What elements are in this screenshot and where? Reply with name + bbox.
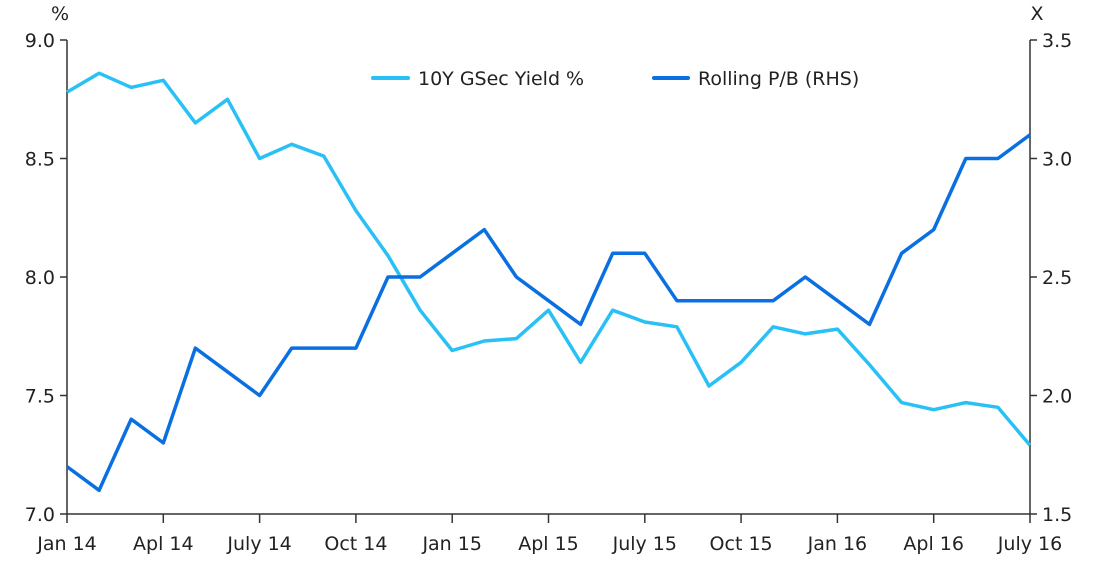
- x-tick-label: Oct 14: [324, 533, 387, 555]
- legend-label-pb: Rolling P/B (RHS): [698, 68, 859, 90]
- right-tick-label: 1.5: [1042, 504, 1072, 526]
- x-tick-label: Jan 14: [36, 533, 97, 555]
- left-axis-unit: %: [51, 3, 69, 25]
- right-tick-label: 2.0: [1042, 386, 1072, 408]
- x-tick-label: Apl 14: [133, 533, 194, 555]
- x-tick-label: Jan 16: [807, 533, 868, 555]
- x-tick-label: July 15: [612, 533, 677, 555]
- legend-label-yield: 10Y GSec Yield %: [418, 68, 584, 90]
- left-tick-label: 8.5: [25, 149, 55, 171]
- left-tick-label: 8.0: [25, 267, 55, 289]
- x-tick-label: Apl 15: [518, 533, 579, 555]
- series-line-rolling-pb: [65, 133, 1032, 493]
- right-tick-label: 3.0: [1042, 149, 1072, 171]
- left-tick-label: 7.0: [25, 504, 55, 526]
- x-tick-label: Jan 15: [421, 533, 482, 555]
- right-axis-unit: X: [1030, 3, 1043, 25]
- right-tick-label: 3.5: [1042, 30, 1072, 52]
- x-tick-label: July 14: [226, 533, 291, 555]
- legend: 10Y GSec Yield % Rolling P/B (RHS): [371, 68, 859, 90]
- right-tick-label: 2.5: [1042, 267, 1072, 289]
- x-tick-label: Apl 16: [903, 533, 964, 555]
- left-tick-label: 7.5: [25, 386, 55, 408]
- x-tick-label: July 16: [997, 533, 1062, 555]
- left-tick-label: 9.0: [25, 30, 55, 52]
- x-tick-label: Oct 15: [710, 533, 773, 555]
- series-line-gsec-yield: [66, 71, 1032, 447]
